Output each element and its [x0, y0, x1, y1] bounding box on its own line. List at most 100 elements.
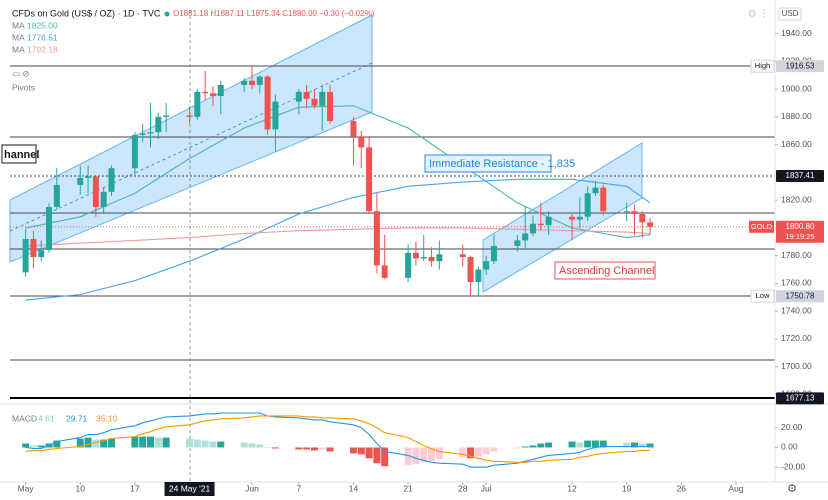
macd-histogram-bar — [474, 447, 482, 457]
annotation: hannel — [4, 149, 39, 161]
candle-body — [381, 265, 388, 278]
y-tick-label: 1780.00 — [781, 250, 812, 260]
macd-histogram-bar — [318, 447, 326, 450]
macd-histogram-bar — [84, 437, 92, 448]
candle-body — [22, 239, 29, 273]
last-price-name: GOLD — [751, 222, 773, 231]
annotation: Ascending Channel — [559, 265, 654, 277]
macd-histogram-bar — [303, 447, 311, 450]
price-badge-name-box — [750, 289, 775, 303]
x-tick-label: Jul — [481, 483, 492, 493]
candle-body — [647, 222, 654, 227]
x-tick-label: 17 — [130, 483, 140, 493]
x-tick-label: 14 — [349, 483, 359, 493]
macd-histogram-bar — [162, 437, 170, 448]
x-tick-label: Jun — [245, 483, 259, 493]
marks — [10, 66, 775, 301]
y-tick-label: 1820.00 — [781, 194, 812, 204]
annotation-box — [1, 144, 37, 164]
ma-legend-name: MA — [12, 32, 25, 42]
macd-histogram-bar — [521, 446, 529, 448]
x-tick-label: 10 — [76, 483, 86, 493]
candle-body — [295, 91, 302, 102]
macd-histogram-bar — [29, 445, 37, 448]
y-tick-label: 1900.00 — [781, 83, 812, 93]
macd-histogram-bar — [591, 440, 599, 448]
candle-body — [139, 133, 146, 135]
price-badge-label: 1750.78 — [786, 291, 815, 300]
annotation-box — [554, 261, 656, 280]
macd-histogram-bar — [201, 440, 209, 448]
price-badge-name: High — [755, 61, 770, 70]
macd-histogram-bar — [256, 444, 264, 448]
candle-body — [405, 252, 412, 278]
y-tick-label: 1700.00 — [781, 361, 812, 371]
candle-body — [537, 223, 544, 226]
y-tick-label: 1720.00 — [781, 333, 812, 343]
price-badge-name: Low — [756, 291, 770, 300]
window-controls[interactable]: ⊙ ⋮ — [748, 9, 769, 20]
macd-histogram-bar — [264, 447, 272, 448]
macd-histogram-bar — [459, 447, 467, 458]
macd-histogram-bar — [482, 447, 490, 455]
macd-legend-value: 29.71 — [66, 413, 88, 423]
candle-body — [85, 176, 92, 178]
pivots-label: Pivots — [12, 82, 35, 92]
x-tick-label: 21 — [403, 483, 413, 493]
currency[interactable]: USD — [782, 9, 799, 18]
macd-histogram-bar — [295, 447, 303, 450]
candle-body — [131, 134, 138, 169]
candle-body — [467, 257, 474, 283]
candle-body — [264, 76, 271, 130]
currency-box[interactable] — [778, 7, 802, 21]
y-tick-label: 1760.00 — [781, 278, 812, 288]
macd-histogram-bar — [435, 447, 443, 460]
price-badge-label: 1837.41 — [786, 171, 815, 180]
x-tick-label: Aug — [728, 483, 743, 493]
macd-histogram-bar — [271, 447, 279, 449]
macd-y-tick-label: 0.00 — [781, 442, 798, 452]
candle-body — [217, 84, 224, 97]
candle-body — [522, 233, 529, 241]
candle-body — [155, 116, 162, 133]
candle-body — [30, 239, 37, 258]
x-tick-label: 7 — [296, 483, 301, 493]
y-tick-label: 1860.00 — [781, 139, 812, 149]
macd-histogram-bar — [412, 447, 420, 465]
macd-histogram-bar — [240, 442, 248, 448]
candle-body — [327, 91, 334, 122]
macd-histogram-bar — [513, 447, 521, 449]
macd-title: MACD — [12, 413, 37, 423]
price-badge — [776, 392, 824, 405]
price-badge-label: 1916.53 — [786, 61, 815, 70]
macd-histogram-bar — [37, 445, 45, 448]
candle-body — [428, 257, 435, 262]
candle-body — [584, 193, 591, 217]
macd-legend-value: 35.10 — [96, 413, 118, 423]
candle-body — [92, 176, 99, 208]
macd-histogram-bar — [186, 438, 194, 448]
countdown: 19:19:25 — [785, 232, 814, 241]
candle-body — [163, 115, 170, 117]
settings-icon[interactable]: ⚙ — [787, 483, 797, 495]
x-tick-label: 24 May '21 — [169, 483, 211, 493]
macd-histogram-bar — [154, 437, 162, 448]
macd-histogram-bar — [193, 439, 201, 448]
candle-body — [46, 207, 53, 251]
macd-histogram-bar — [420, 447, 428, 463]
macd-histogram-bar — [92, 439, 100, 448]
moving-average — [25, 178, 651, 301]
y-tick-label: 1740.00 — [781, 305, 812, 315]
candle-body — [194, 91, 201, 117]
macd-histogram-bar — [310, 447, 318, 451]
candle-body — [303, 91, 310, 99]
ma-legend-value: 1792.18 — [27, 44, 58, 54]
y-tick-label: 1880.00 — [781, 111, 812, 121]
macd-histogram-bar — [76, 438, 84, 448]
macd-histogram-bar — [576, 442, 584, 448]
macd-histogram-bar — [623, 442, 631, 448]
candle-body — [569, 216, 576, 220]
macd-line — [25, 415, 651, 463]
ma-legend-name: MA — [12, 20, 25, 30]
